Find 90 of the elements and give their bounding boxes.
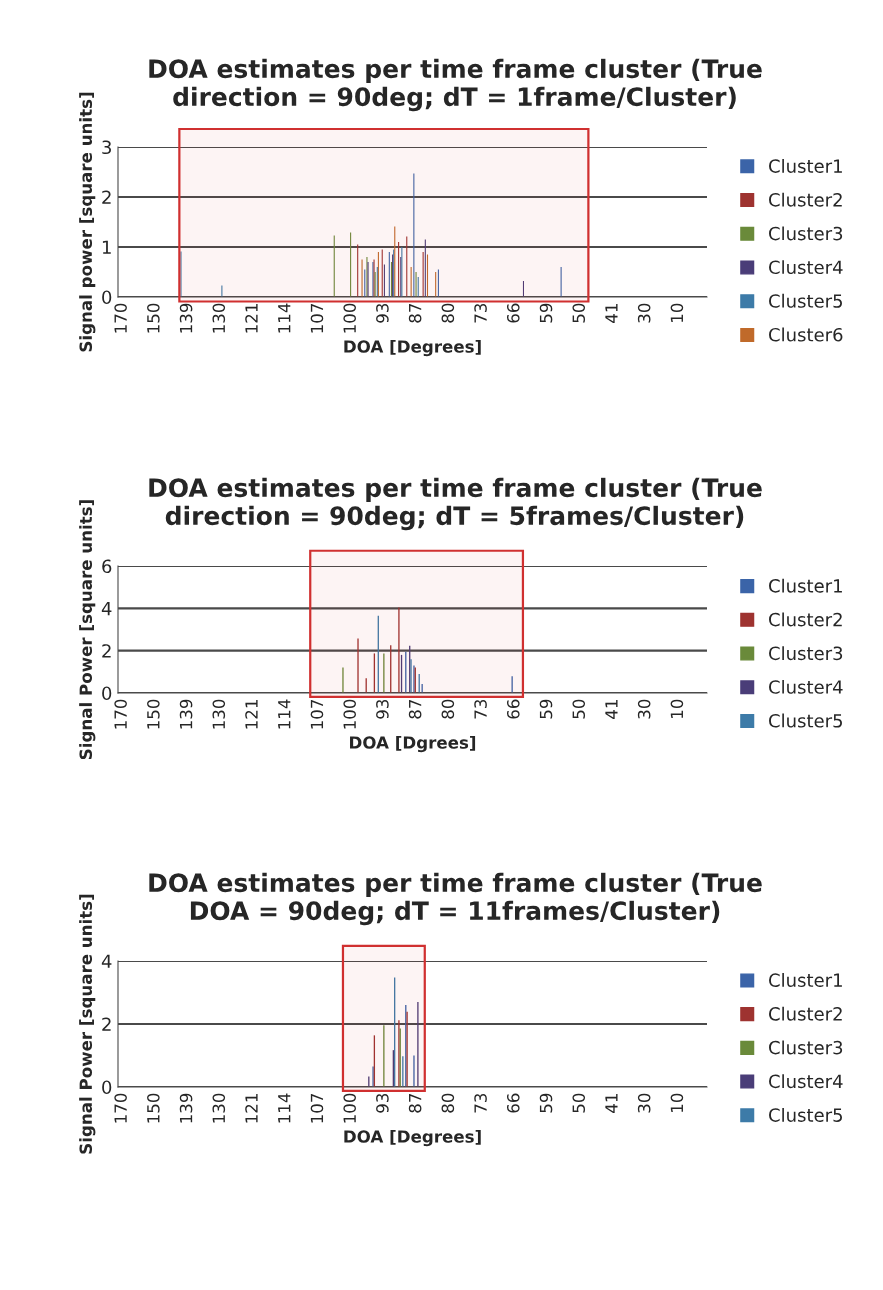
x-tick-label: 30	[637, 303, 651, 323]
x-tick-label: 59	[539, 699, 553, 719]
x-tick-label: 59	[539, 303, 553, 323]
legend-label: Cluster6	[769, 327, 843, 342]
x-tick-label: 10	[670, 303, 684, 322]
x-tick-label: 100	[343, 303, 356, 333]
x-tick-label: 50	[572, 303, 586, 323]
y-tick-label: 1	[102, 240, 111, 254]
x-tick-label: 121	[245, 1094, 258, 1123]
legend-label: Cluster3	[769, 646, 843, 661]
legend-label: Cluster5	[769, 1107, 842, 1122]
x-tick-label: 80	[441, 303, 455, 323]
x-tick-label: 41	[605, 304, 618, 323]
x-tick-label: 150	[147, 699, 160, 729]
x-tick-label: 114	[278, 699, 291, 729]
chart-title: DOA estimates per time frame cluster (True DOA = 90deg; dT = 11frames/Cluster)	[149, 872, 762, 926]
legend-label: Cluster1	[769, 973, 842, 987]
x-tick-label: 114	[278, 1093, 291, 1123]
x-tick-label: 107	[310, 303, 324, 333]
y-tick-label: 2	[102, 644, 111, 658]
x-tick-label: 170	[114, 1093, 127, 1123]
legend-label: Cluster1	[769, 158, 842, 173]
y-axis-title: Signal Power [square units]	[79, 894, 96, 1154]
x-tick-label: 59	[539, 1093, 553, 1113]
x-tick-label: 121	[245, 304, 258, 333]
y-tick-label: 4	[101, 954, 112, 968]
legend-label: Cluster3	[769, 226, 843, 241]
y-axis-title: Signal power [square units]	[79, 92, 96, 352]
x-tick-label: 30	[637, 699, 651, 719]
y-tick-label: 3	[102, 140, 111, 155]
chart-title: DOA estimates per time frame cluster (True direction = 90deg; dT = 1frame/Cluster)	[149, 58, 762, 112]
x-tick-label: 100	[343, 1093, 356, 1123]
x-tick-label: 87	[408, 303, 422, 323]
legend-label: Cluster2	[769, 612, 842, 627]
x-tick-label: 107	[310, 699, 324, 729]
y-tick-label: 6	[102, 559, 112, 574]
legend-label: Cluster5	[769, 713, 842, 728]
x-tick-label: 170	[114, 699, 127, 729]
legend-label: Cluster4	[769, 679, 843, 694]
x-tick-label: 150	[147, 1093, 160, 1123]
x-tick-label: 87	[408, 699, 422, 719]
legend-label: Cluster2	[769, 1006, 842, 1021]
x-tick-label: 73	[474, 303, 487, 323]
x-tick-label: 130	[212, 303, 226, 333]
x-axis-title: DOA [Degrees]	[344, 339, 481, 357]
legend-label: Cluster4	[769, 1074, 843, 1089]
x-tick-label: 10	[670, 1093, 684, 1112]
y-tick-label: 0	[102, 290, 112, 305]
x-tick-label: 50	[572, 699, 586, 719]
x-tick-label: 66	[506, 699, 520, 719]
x-tick-label: 93	[376, 303, 389, 323]
x-tick-label: 87	[408, 1093, 422, 1113]
x-tick-label: 121	[245, 700, 258, 729]
chart-title: DOA estimates per time frame cluster (True direction = 90deg; dT = 5frames/Cluster)	[149, 477, 762, 531]
x-axis-title: DOA [Dgrees]	[350, 735, 476, 753]
legend-label: Cluster1	[769, 578, 842, 593]
x-tick-label: 66	[506, 1093, 520, 1113]
x-axis-title: DOA [Degrees]	[344, 1129, 481, 1147]
x-tick-label: 139	[179, 303, 193, 333]
x-tick-label: 107	[310, 1093, 324, 1123]
x-tick-label: 170	[114, 303, 127, 333]
x-tick-label: 41	[605, 1094, 618, 1113]
x-tick-label: 66	[506, 303, 520, 323]
x-tick-label: 30	[637, 1093, 651, 1113]
legend-label: Cluster5	[769, 293, 842, 308]
y-axis-title: Signal Power [square units]	[79, 500, 96, 760]
y-tick-label: 0	[102, 1080, 112, 1095]
x-tick-label: 50	[572, 1093, 586, 1113]
legend-label: Cluster4	[769, 260, 843, 275]
x-tick-label: 41	[605, 700, 618, 719]
x-tick-label: 114	[278, 303, 291, 333]
x-tick-label: 10	[670, 699, 684, 718]
x-tick-label: 139	[179, 699, 193, 729]
x-tick-label: 93	[376, 1093, 389, 1113]
x-tick-label: 80	[441, 699, 455, 719]
x-tick-label: 93	[376, 699, 389, 719]
x-tick-label: 80	[441, 1093, 455, 1113]
x-tick-label: 73	[474, 699, 487, 719]
y-tick-label: 0	[102, 686, 112, 701]
legend-label: Cluster2	[769, 192, 842, 207]
x-tick-label: 130	[212, 699, 226, 729]
x-tick-label: 150	[147, 303, 160, 333]
y-tick-label: 4	[101, 602, 112, 616]
x-tick-label: 139	[179, 1093, 193, 1123]
x-tick-label: 100	[343, 699, 356, 729]
y-tick-label: 2	[102, 1017, 111, 1031]
x-tick-label: 73	[474, 1093, 487, 1113]
y-tick-label: 2	[102, 190, 111, 204]
legend-label: Cluster3	[769, 1040, 843, 1055]
x-tick-label: 130	[212, 1093, 226, 1123]
